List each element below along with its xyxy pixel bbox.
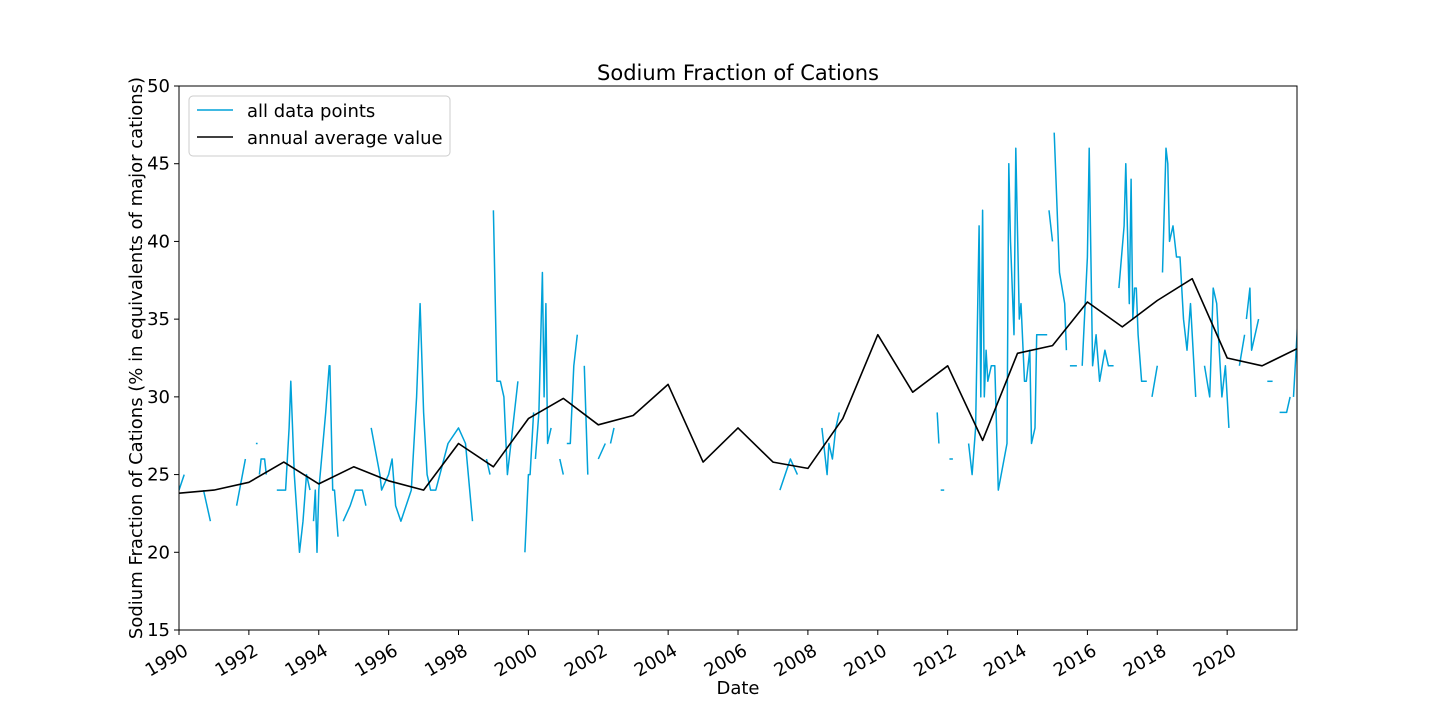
x-tick-label-2016: 2016 bbox=[1050, 640, 1100, 681]
series-all-data-points-segment-0 bbox=[179, 474, 185, 491]
y-tick-label-15: 15 bbox=[147, 620, 170, 641]
x-tick-label-1996: 1996 bbox=[351, 640, 401, 681]
series-all-data-points-segment-27 bbox=[1081, 147, 1114, 383]
series-all-data-points-segment-16 bbox=[597, 443, 606, 460]
series-all-data-points-segment-17 bbox=[609, 427, 615, 444]
series-all-data-points-segment-4 bbox=[258, 458, 268, 475]
series-all-data-points-segment-36 bbox=[1279, 396, 1291, 414]
series-all-data-points-segment-15 bbox=[583, 365, 589, 475]
series-all-data-points-segment-20 bbox=[936, 412, 940, 444]
x-tick-label-2004: 2004 bbox=[631, 640, 681, 681]
plot-frame bbox=[178, 85, 1298, 631]
x-tick-label-2010: 2010 bbox=[840, 640, 890, 681]
series-all-data-points-segment-30 bbox=[1161, 147, 1197, 397]
series-all-data-points-segment-28 bbox=[1118, 162, 1147, 383]
series-all-data-points-segment-12 bbox=[534, 271, 552, 460]
series-all-data-points-segment-11 bbox=[524, 412, 535, 553]
series-all-data-points-segment-2 bbox=[235, 458, 247, 506]
legend: all data points annual average value bbox=[188, 95, 451, 157]
series-all-data-points-segment-39 bbox=[1332, 117, 1334, 381]
x-tick-label-2020: 2020 bbox=[1190, 640, 1240, 681]
series-all-data-points-segment-23 bbox=[967, 147, 1048, 491]
y-axis-ticks: 15 20 25 30 35 40 45 50 bbox=[147, 76, 179, 641]
x-tick-label-1994: 1994 bbox=[281, 640, 331, 681]
series-all-data-points-segment-24 bbox=[1048, 210, 1054, 242]
x-tick-label-2018: 2018 bbox=[1120, 640, 1170, 681]
plot-area bbox=[179, 117, 1334, 554]
y-tick-label-20: 20 bbox=[147, 542, 170, 563]
series-all-data-points-segment-29 bbox=[1151, 365, 1159, 398]
y-tick-label-30: 30 bbox=[147, 387, 170, 408]
series-all-data-points-segment-6 bbox=[312, 365, 339, 554]
x-tick-label-1992: 1992 bbox=[212, 640, 262, 681]
series-all-data-points-segment-1 bbox=[202, 489, 212, 522]
series-all-data-points-segment-19 bbox=[821, 412, 841, 476]
y-tick-label-45: 45 bbox=[147, 154, 170, 175]
series-all-data-points-segment-9 bbox=[485, 458, 491, 475]
x-axis-ticks: 1990 1992 1994 1996 1998 2000 2002 2004 2006 2008… bbox=[142, 630, 1240, 681]
series-all-data-points-segment-7 bbox=[342, 489, 367, 522]
series-all-data-points-segment-38 bbox=[1322, 397, 1326, 413]
y-tick-label-50: 50 bbox=[147, 76, 170, 97]
series-all-data-points-segment-18 bbox=[779, 458, 799, 491]
series-all-data-points-segment-31 bbox=[1203, 287, 1230, 428]
series-all-data-points-segment-33 bbox=[1245, 287, 1260, 351]
x-tick-label-2002: 2002 bbox=[561, 640, 611, 681]
x-tick-label-2006: 2006 bbox=[701, 640, 751, 681]
x-tick-label-2008: 2008 bbox=[771, 640, 821, 681]
y-axis-label: Sodium Fraction of Cations (% in equival… bbox=[126, 77, 147, 639]
series-annual-average-value-line bbox=[179, 277, 1297, 494]
x-tick-label-2000: 2000 bbox=[491, 640, 541, 681]
series-all-data-points-segment-10 bbox=[492, 210, 519, 476]
series-all-data-points-segment-13 bbox=[559, 458, 565, 475]
chart-title: Sodium Fraction of Cations bbox=[597, 61, 879, 85]
x-axis-label: Date bbox=[716, 678, 759, 699]
y-tick-label-40: 40 bbox=[147, 231, 170, 252]
series-all-data-points-segment-8 bbox=[370, 302, 474, 522]
x-tick-label-1998: 1998 bbox=[421, 640, 471, 681]
legend-label-annual-average-value: annual average value bbox=[247, 128, 443, 149]
x-tick-label-1990: 1990 bbox=[142, 640, 192, 681]
legend-box bbox=[188, 95, 451, 157]
y-tick-label-35: 35 bbox=[147, 309, 170, 330]
series-all-data-points-segment-25 bbox=[1053, 132, 1068, 351]
x-tick-label-2012: 2012 bbox=[910, 640, 960, 681]
series-all-data-points-segment-14 bbox=[566, 334, 579, 445]
legend-label-all-data-points: all data points bbox=[247, 101, 375, 122]
series-all-data-points-segment-5 bbox=[276, 380, 311, 554]
y-tick-label-25: 25 bbox=[147, 465, 170, 486]
x-tick-label-2014: 2014 bbox=[980, 640, 1030, 681]
